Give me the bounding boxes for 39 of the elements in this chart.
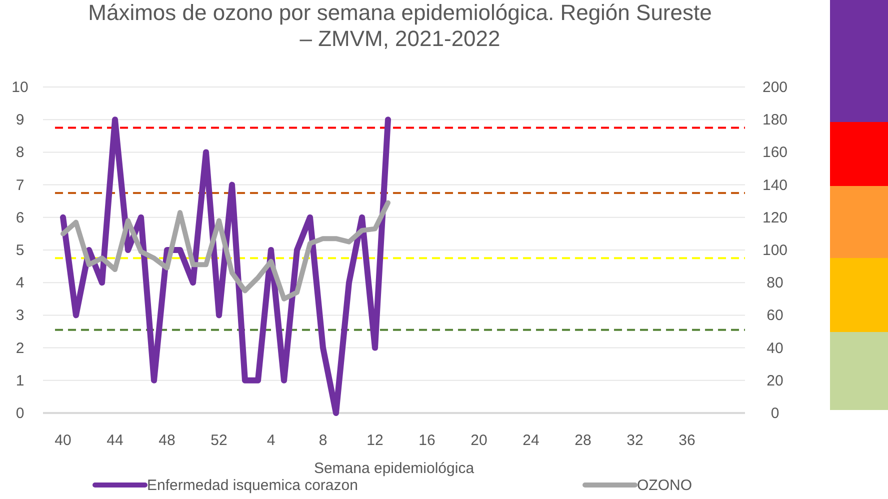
y2-tick-label: 120 [762,209,788,226]
x-tick-label: 8 [318,432,328,449]
y-tick-label: 4 [16,274,24,292]
legend-label: Enfermedad isquemica corazon [147,477,358,494]
y-tick-label: 10 [12,79,28,96]
y-tick-label: 5 [16,242,24,259]
x-tick-label: 16 [418,432,436,449]
y-tick-label: 7 [16,176,24,194]
y-tick-label: 2 [16,340,24,357]
legend-label: OZONO [637,477,692,494]
x-tick-label: 32 [626,432,644,449]
y2-tick-label: 20 [766,372,784,390]
x-tick-label: 28 [574,432,592,449]
y2-tick-label: 0 [770,405,780,422]
chart-title: Máximos de ozono por semana epidemiológica. Región Sureste – ZMVM, 2021-2022 [88,0,712,51]
x-axis-title: Semana epidemiológica [314,460,475,477]
y2-tick-label: 60 [766,307,784,324]
x-tick-label: 20 [470,432,488,449]
y2-tick-label: 40 [766,340,784,357]
x-tick-label: 48 [158,432,176,449]
y-tick-label: 8 [16,144,24,162]
x-tick-label: 52 [210,432,228,449]
y-tick-label: 9 [16,112,24,129]
x-tick-label: 4 [266,432,276,449]
x-tick-label: 12 [366,432,384,449]
y2-tick-label: 100 [762,242,788,259]
y-tick-label: 0 [16,405,24,422]
y2-tick-label: 180 [762,112,788,129]
y2-tick-label: 160 [762,144,788,162]
y-tick-label: 6 [16,209,24,226]
y-tick-label: 3 [16,307,24,324]
y2-tick-label: 140 [762,176,788,194]
x-tick-label: 40 [54,432,72,449]
y-tick-label: 1 [16,372,24,390]
y2-tick-label: 200 [762,79,788,96]
y2-tick-label: 80 [766,274,784,292]
x-tick-label: 44 [106,432,124,449]
x-tick-label: 36 [678,432,696,449]
x-tick-label: 24 [522,432,540,449]
